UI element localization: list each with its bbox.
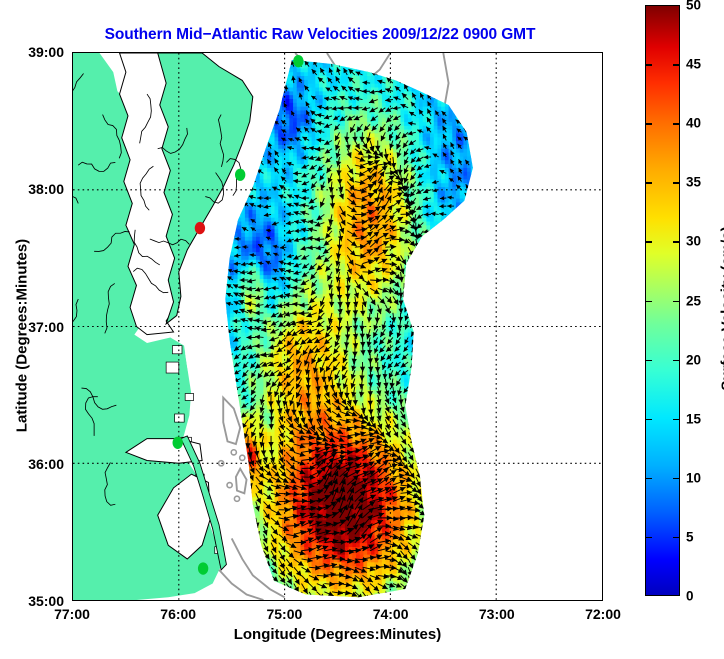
colorbar-tickmark — [646, 241, 652, 243]
x-tick-73-00: 73:00 — [478, 606, 515, 622]
colorbar-tickmark — [646, 300, 652, 303]
colorbar-tickmark — [673, 300, 679, 303]
colorbar-tick-30: 30 — [686, 233, 702, 249]
colorbar-tickmark — [673, 359, 679, 362]
station-markers[interactable] — [172, 54, 304, 575]
colorbar-tickmark — [673, 123, 679, 125]
colorbar-tick-0: 0 — [686, 588, 694, 604]
station-north[interactable] — [293, 54, 304, 68]
colorbar-tickmark — [646, 477, 652, 480]
page-title: Southern Mid−Atlantic Raw Velocities 200… — [104, 26, 536, 43]
colorbar-tick-40: 40 — [686, 115, 702, 131]
colorbar-tickmark — [646, 64, 652, 66]
x-tick-76-00: 76:00 — [160, 606, 197, 622]
colorbar-tickmark — [673, 536, 679, 539]
x-tick-75-00: 75:00 — [266, 606, 303, 622]
colorbar-tickmark — [646, 123, 652, 125]
colorbar-tick-15: 15 — [686, 411, 702, 427]
y-tick-38-00: 38:00 — [28, 181, 64, 198]
colorbar-tickmark — [673, 64, 679, 66]
colorbar-tickmark — [673, 477, 679, 480]
colorbar-tick-50: 50 — [686, 0, 702, 13]
x-tick-74-00: 74:00 — [372, 606, 409, 622]
colorbar-tick-10: 10 — [686, 470, 702, 486]
x-tick-72-00: 72:00 — [585, 606, 621, 622]
colorbar-tickmark — [646, 536, 652, 539]
y-tick-35-00: 35:00 — [28, 593, 64, 609]
station-duck[interactable] — [172, 436, 183, 449]
colorbar-tickmark — [673, 418, 679, 421]
y-tick-39-00: 39:00 — [28, 44, 64, 60]
colorbar-tickmark — [646, 182, 652, 184]
station-corolla[interactable] — [197, 562, 209, 575]
map-svg — [73, 53, 602, 600]
y-tick-36-00: 36:00 — [28, 455, 64, 472]
colorbar-tick-25: 25 — [686, 293, 702, 308]
y-axis-label: Latitude (Degrees:Minutes) — [13, 238, 31, 433]
x-tick-77-00: 77:00 — [54, 606, 90, 622]
grid-lines — [73, 53, 602, 600]
colorbar-tick-45: 45 — [686, 56, 702, 72]
y-tick-37-00: 37:00 — [28, 318, 64, 335]
map-plot-area[interactable] — [72, 52, 603, 601]
station-cedar-island[interactable] — [194, 221, 206, 235]
x-axis-label: Longitude (Degrees:Minutes) — [233, 626, 442, 643]
colorbar-tick-20: 20 — [686, 352, 702, 368]
colorbar-tickmark — [673, 241, 679, 243]
colorbar-tick-35: 35 — [686, 174, 702, 190]
colorbar-tick-5: 5 — [686, 529, 694, 545]
colorbar-tickmark — [646, 418, 652, 421]
station-wachapreague[interactable] — [234, 168, 246, 181]
colorbar-tickmark — [646, 359, 652, 362]
colorbar-title: Surface Velocity (cm/s) — [718, 226, 724, 391]
colorbar-tickmark — [673, 182, 679, 184]
